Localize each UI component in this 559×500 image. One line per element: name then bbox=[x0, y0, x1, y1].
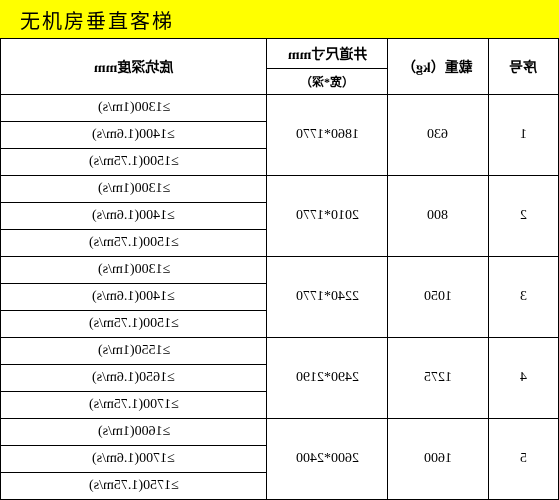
seq-cell: 2 bbox=[488, 176, 558, 257]
header-shaft: 井道尺寸mm bbox=[267, 39, 388, 69]
pit-cell: ≥1500(1.75m/s) bbox=[1, 311, 267, 338]
pit-cell: ≥1300(1m/s) bbox=[1, 95, 267, 122]
shaft-cell: 2240*1770 bbox=[267, 257, 388, 338]
table-body: ≥1300(1m/s) 1860*1770 630 1 ≥1400(1.6m/s… bbox=[1, 95, 559, 500]
page-title: 无机房垂直客梯 bbox=[20, 5, 174, 34]
load-cell: 1275 bbox=[388, 338, 489, 419]
title-bar: 无机房垂直客梯 bbox=[0, 0, 559, 38]
pit-cell: ≥1700(1.6m/s) bbox=[1, 446, 267, 473]
load-cell: 1600 bbox=[388, 419, 489, 500]
table-row: ≥1300(1m/s) 1860*1770 630 1 bbox=[1, 95, 559, 122]
header-load: 载重（kg） bbox=[388, 39, 489, 95]
load-cell: 630 bbox=[388, 95, 489, 176]
table-row: ≥1600(1m/s) 2600*2400 1600 5 bbox=[1, 419, 559, 446]
shaft-cell: 2600*2400 bbox=[267, 419, 388, 500]
elevator-spec-table: 底坑深度mm 井道尺寸mm 载重（kg） 序号 （宽*深） ≥1300(1m/s… bbox=[0, 38, 559, 500]
header-shaft-sub: （宽*深） bbox=[267, 69, 388, 95]
pit-cell: ≥1400(1.6m/s) bbox=[1, 203, 267, 230]
table-row: ≥1300(1m/s) 2240*1770 1050 3 bbox=[1, 257, 559, 284]
pit-cell: ≥1700(1.75m/s) bbox=[1, 392, 267, 419]
pit-cell: ≥1650(1.6m/s) bbox=[1, 365, 267, 392]
shaft-cell: 1860*1770 bbox=[267, 95, 388, 176]
seq-cell: 1 bbox=[488, 95, 558, 176]
pit-cell: ≥1300(1m/s) bbox=[1, 176, 267, 203]
pit-cell: ≥1500(1.75m/s) bbox=[1, 149, 267, 176]
table-header-row: 底坑深度mm 井道尺寸mm 载重（kg） 序号 bbox=[1, 39, 559, 69]
shaft-cell: 2010*1770 bbox=[267, 176, 388, 257]
pit-cell: ≥1400(1.6m/s) bbox=[1, 284, 267, 311]
header-pit: 底坑深度mm bbox=[1, 39, 267, 95]
pit-cell: ≥1550(1m/s) bbox=[1, 338, 267, 365]
table-row: ≥1300(1m/s) 2010*1770 800 2 bbox=[1, 176, 559, 203]
table-row: ≥1550(1m/s) 2490*2190 1275 4 bbox=[1, 338, 559, 365]
seq-cell: 5 bbox=[488, 419, 558, 500]
pit-cell: ≥1750(1.75m/s) bbox=[1, 473, 267, 500]
table-container: 无机房垂直客梯 底坑深度mm 井道尺寸mm 载重（kg） 序号 （宽*深） ≥1… bbox=[0, 0, 559, 500]
seq-cell: 4 bbox=[488, 338, 558, 419]
pit-cell: ≥1600(1m/s) bbox=[1, 419, 267, 446]
load-cell: 800 bbox=[388, 176, 489, 257]
load-cell: 1050 bbox=[388, 257, 489, 338]
pit-cell: ≥1500(1.75m/s) bbox=[1, 230, 267, 257]
pit-cell: ≥1300(1m/s) bbox=[1, 257, 267, 284]
pit-cell: ≥1400(1.6m/s) bbox=[1, 122, 267, 149]
shaft-cell: 2490*2190 bbox=[267, 338, 388, 419]
seq-cell: 3 bbox=[488, 257, 558, 338]
header-seq: 序号 bbox=[488, 39, 558, 95]
